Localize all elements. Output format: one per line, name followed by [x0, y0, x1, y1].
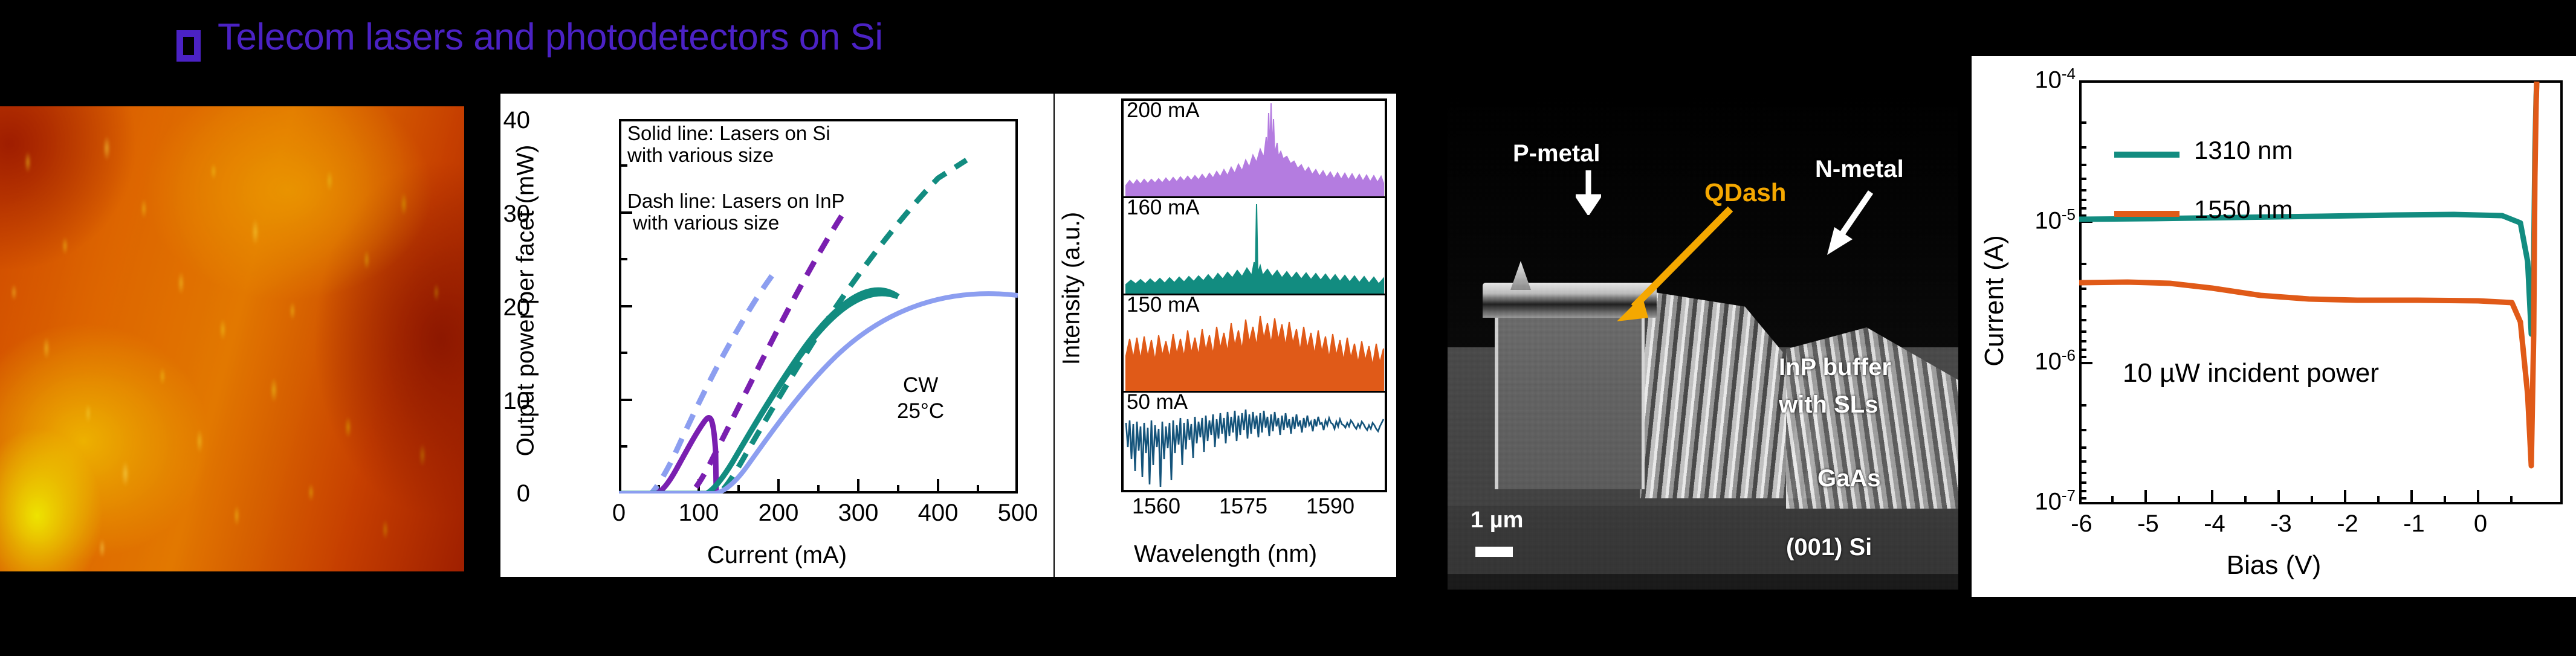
slide-title-row: Telecom lasers and photodetectors on Si [0, 4, 2576, 67]
liv-ytick-20: 20 [503, 294, 531, 321]
sem-label-p-metal: P-metal [1513, 140, 1600, 167]
iv-xtick--6: -6 [2071, 510, 2092, 537]
spectra-xtick-1575: 1575 [1218, 494, 1268, 518]
liv-xtick-500: 500 [997, 500, 1038, 526]
iv-incident-power-note: 10 µW incident power [2123, 358, 2379, 388]
spectra-subplot-160ma: 160 mA [1124, 198, 1385, 295]
iv-plot-frame [2079, 80, 2563, 504]
liv-condition-note: CW 25°C [897, 373, 944, 424]
iv-ytick-1e-7: 10-7 [2034, 486, 2076, 515]
afm-quantum-dash-features [0, 106, 464, 571]
iv-xtick--4: -4 [2204, 510, 2225, 537]
iv-y-axis-label: Current (A) [1979, 235, 2009, 367]
sem-label-inp-buffer-line2: with SLs [1779, 391, 1879, 418]
sem-scale-bar [1475, 547, 1513, 557]
liv-condition-cw: CW [902, 373, 939, 397]
spectra-subplot-150ma: 150 mA [1124, 295, 1385, 393]
iv-xtick--3: -3 [2270, 510, 2292, 537]
liv-ytick-10: 10 [503, 388, 531, 414]
iv-ytick-1e-4: 10-4 [2034, 65, 2076, 94]
sem-laser-mesa [1495, 290, 1645, 489]
sem-label-gaas: GaAs [1817, 465, 1881, 492]
liv-solid-line-note: Solid line: Lasers on Si with various si… [627, 122, 830, 166]
iv-legend-label-1310: 1310 nm [2194, 136, 2293, 164]
spectra-plot-frame: 200 mA 160 mA 150 mA 50 mA [1121, 98, 1387, 492]
liv-xtick-0: 0 [612, 500, 626, 526]
afm-quantum-dash-image [0, 106, 464, 571]
liv-condition-temp: 25°C [897, 399, 945, 423]
iv-chart-panel: Current (A) Bias (V) 10-4 10-5 10-6 10-7… [1972, 56, 2576, 597]
iv-curves [2079, 80, 2540, 504]
spectra-xtick-1590: 1590 [1306, 494, 1355, 518]
spectra-label-160ma: 160 mA [1127, 198, 1200, 219]
iv-xtick-0: 0 [2473, 510, 2488, 537]
iv-xtick--1: -1 [2403, 510, 2425, 537]
liv-xtick-300: 300 [838, 500, 879, 526]
spectra-trace-150ma [1125, 315, 1384, 391]
liv-xtick-200: 200 [758, 500, 799, 526]
liv-x-axis-label: Current (mA) [707, 542, 847, 568]
liv-xtick-400: 400 [917, 500, 959, 526]
p-metal-arrow-icon [1576, 170, 1601, 215]
iv-legend-swatch-1550 [2114, 211, 2180, 217]
liv-xtick-100: 100 [678, 500, 719, 526]
sem-label-n-metal: N-metal [1815, 156, 1904, 182]
sem-image-noise-overlay [1448, 91, 1958, 590]
liv-ytick-30: 30 [503, 201, 531, 227]
sem-silicon-substrate [1448, 574, 1958, 590]
iv-xtick--5: -5 [2137, 510, 2159, 537]
iv-legend-swatch-1310 [2114, 152, 2180, 158]
liv-chart-panel: Output power per facet (mW) Current (mA)… [500, 94, 1053, 577]
spectra-trace-160ma [1125, 204, 1384, 294]
liv-ytick-40: 40 [503, 107, 531, 133]
square-bullet-icon [176, 30, 201, 62]
sem-label-si: (001) Si [1786, 534, 1872, 561]
liv-ytick-0: 0 [516, 480, 530, 507]
sem-label-qdash: QDash [1704, 178, 1787, 207]
spectra-xtick-1560: 1560 [1131, 494, 1181, 518]
iv-ytick-1e-6: 10-6 [2034, 346, 2076, 375]
spectra-label-150ma: 150 mA [1127, 295, 1200, 317]
spectra-y-axis-label: Intensity (a.u.) [1058, 211, 1085, 365]
sem-scale-bar-label: 1 µm [1471, 507, 1524, 533]
iv-legend-label-1550: 1550 nm [2194, 195, 2293, 223]
spectra-label-200ma: 200 mA [1127, 101, 1200, 122]
spectra-subplot-200ma: 200 mA [1124, 101, 1385, 198]
liv-dash-line-note: Dash line: Lasers on InP with various si… [627, 190, 845, 234]
qdash-arrow-icon [1617, 206, 1733, 321]
spectra-x-axis-label: Wavelength (nm) [1133, 541, 1318, 567]
page-title: Telecom lasers and photodetectors on Si [218, 16, 883, 58]
spectra-label-50ma: 50 mA [1127, 393, 1188, 414]
spectra-chart-panel: Intensity (a.u.) Wavelength (nm) 1560 15… [1055, 94, 1396, 577]
n-metal-arrow-icon [1827, 190, 1874, 255]
iv-x-axis-label: Bias (V) [2226, 550, 2322, 580]
sem-label-inp-buffer-line1: InP buffer [1779, 354, 1891, 381]
sem-cross-section-image: P-metal QDash N-metal InP buffer with SL… [1448, 91, 1958, 590]
spectra-subplot-50ma: 50 mA [1124, 393, 1385, 490]
spectra-trace-200ma [1125, 103, 1384, 196]
sem-gaas-layer [1448, 506, 1958, 579]
liv-curves [619, 119, 1018, 494]
iv-xtick--2: -2 [2337, 510, 2358, 537]
iv-ytick-1e-5: 10-5 [2034, 205, 2076, 234]
spectra-trace-50ma [1125, 409, 1385, 487]
